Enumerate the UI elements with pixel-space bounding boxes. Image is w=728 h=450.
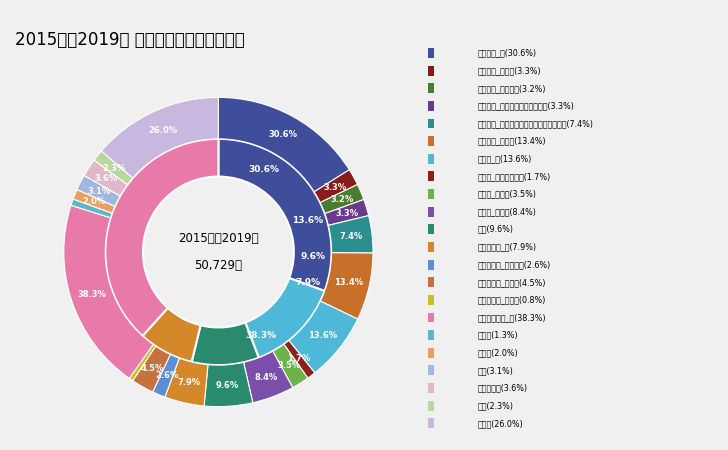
Text: 2.6%: 2.6%: [155, 371, 178, 380]
Wedge shape: [191, 323, 258, 365]
FancyBboxPatch shape: [428, 348, 434, 358]
FancyBboxPatch shape: [428, 101, 434, 111]
Text: 3.5%: 3.5%: [278, 361, 301, 370]
Text: 2015年〜2019年: 2015年〜2019年: [178, 232, 258, 245]
Wedge shape: [101, 97, 218, 178]
FancyBboxPatch shape: [428, 260, 434, 270]
Text: 26.0%: 26.0%: [148, 126, 178, 135]
Text: 心疾患_心不全(3.5%): 心疾患_心不全(3.5%): [478, 189, 537, 198]
Text: 3.3%: 3.3%: [324, 183, 347, 192]
Text: 2.0%: 2.0%: [82, 198, 106, 207]
Text: 30.6%: 30.6%: [269, 130, 298, 140]
Text: 1.7%: 1.7%: [288, 355, 311, 364]
Wedge shape: [244, 351, 293, 403]
Wedge shape: [94, 151, 132, 184]
Text: 7.4%: 7.4%: [340, 232, 363, 241]
Wedge shape: [325, 199, 368, 225]
Text: 不慮の事故(3.6%): 不慮の事故(3.6%): [478, 383, 527, 392]
Text: 腎不全(2.0%): 腎不全(2.0%): [478, 348, 518, 357]
Wedge shape: [84, 160, 127, 196]
FancyBboxPatch shape: [428, 118, 434, 128]
Wedge shape: [165, 358, 208, 406]
Text: 肝疾患(1.3%): 肝疾患(1.3%): [478, 331, 518, 340]
Wedge shape: [73, 189, 115, 213]
Text: 30.6%: 30.6%: [248, 165, 280, 174]
Text: 悪性腫瘍_計(30.6%): 悪性腫瘍_計(30.6%): [478, 49, 537, 58]
Text: その他(26.0%): その他(26.0%): [478, 419, 523, 428]
FancyBboxPatch shape: [428, 418, 434, 428]
Wedge shape: [320, 253, 373, 319]
FancyBboxPatch shape: [428, 154, 434, 164]
FancyBboxPatch shape: [428, 401, 434, 411]
Wedge shape: [289, 301, 357, 373]
Wedge shape: [218, 139, 331, 291]
Text: 2.3%: 2.3%: [102, 164, 125, 173]
FancyBboxPatch shape: [428, 189, 434, 199]
FancyBboxPatch shape: [428, 295, 434, 305]
Text: 肺炎(9.6%): 肺炎(9.6%): [478, 225, 513, 234]
Text: 悪性腫瘍_胃がん(3.3%): 悪性腫瘍_胃がん(3.3%): [478, 66, 541, 75]
Text: 脳血管疾患_その他(0.8%): 脳血管疾患_その他(0.8%): [478, 295, 546, 304]
Text: 13.4%: 13.4%: [334, 278, 363, 287]
Text: 3.3%: 3.3%: [335, 209, 358, 218]
Text: 7.9%: 7.9%: [177, 378, 200, 387]
FancyBboxPatch shape: [428, 365, 434, 375]
Wedge shape: [328, 216, 373, 253]
Text: 8.4%: 8.4%: [254, 373, 277, 382]
FancyBboxPatch shape: [428, 330, 434, 340]
Text: 50,729人: 50,729人: [194, 259, 242, 272]
FancyBboxPatch shape: [428, 171, 434, 181]
Text: 38.3%: 38.3%: [246, 331, 277, 340]
FancyBboxPatch shape: [428, 383, 434, 393]
FancyBboxPatch shape: [428, 225, 434, 234]
Wedge shape: [64, 205, 153, 378]
Text: 2015年〜2019年 熊本県の男性の死因構成: 2015年〜2019年 熊本県の男性の死因構成: [15, 32, 245, 50]
FancyBboxPatch shape: [428, 242, 434, 252]
Text: 13.6%: 13.6%: [309, 331, 338, 340]
Wedge shape: [218, 97, 349, 192]
FancyBboxPatch shape: [428, 313, 434, 323]
Wedge shape: [143, 308, 200, 362]
Text: 13.6%: 13.6%: [292, 216, 323, 225]
Text: 3.1%: 3.1%: [87, 187, 111, 196]
Text: 9.6%: 9.6%: [215, 381, 239, 390]
Text: 脳血管疾患_脳内出血(2.6%): 脳血管疾患_脳内出血(2.6%): [478, 260, 550, 269]
FancyBboxPatch shape: [428, 83, 434, 93]
Text: 悪性腫瘍_その他(13.4%): 悪性腫瘍_その他(13.4%): [478, 137, 546, 146]
Wedge shape: [77, 176, 120, 206]
Text: 7.9%: 7.9%: [295, 279, 320, 288]
Wedge shape: [273, 344, 308, 387]
Wedge shape: [204, 362, 253, 407]
FancyBboxPatch shape: [428, 277, 434, 287]
Text: 脳血管疾患_計(7.9%): 脳血管疾患_計(7.9%): [478, 243, 537, 252]
Wedge shape: [284, 341, 314, 378]
FancyBboxPatch shape: [428, 207, 434, 216]
Wedge shape: [153, 355, 179, 397]
Text: 3.2%: 3.2%: [330, 195, 353, 204]
FancyBboxPatch shape: [428, 66, 434, 76]
Text: その他の死因_計(38.3%): その他の死因_計(38.3%): [478, 313, 546, 322]
Wedge shape: [245, 278, 325, 358]
Wedge shape: [314, 170, 357, 202]
Text: 悪性腫瘍_気管がん・気管支がん・肺がん(7.4%): 悪性腫瘍_気管がん・気管支がん・肺がん(7.4%): [478, 119, 593, 128]
Text: 38.3%: 38.3%: [77, 290, 106, 299]
Text: 9.6%: 9.6%: [300, 252, 325, 261]
Text: 脳血管疾患_脳梗塞(4.5%): 脳血管疾患_脳梗塞(4.5%): [478, 278, 546, 287]
Wedge shape: [106, 139, 218, 336]
Text: 悪性腫瘍_大腸がん(3.2%): 悪性腫瘍_大腸がん(3.2%): [478, 84, 546, 93]
Text: 自殺(2.3%): 自殺(2.3%): [478, 401, 513, 410]
Text: 心疾患_計(13.6%): 心疾患_計(13.6%): [478, 154, 531, 163]
Text: 老衰(3.1%): 老衰(3.1%): [478, 366, 513, 375]
FancyBboxPatch shape: [428, 48, 434, 58]
FancyBboxPatch shape: [428, 136, 434, 146]
Wedge shape: [130, 345, 156, 381]
Wedge shape: [132, 346, 170, 392]
Text: 4.5%: 4.5%: [141, 364, 165, 373]
Text: 心疾患_その他(8.4%): 心疾患_その他(8.4%): [478, 207, 536, 216]
Wedge shape: [71, 199, 112, 218]
Wedge shape: [320, 184, 364, 214]
Text: 心疾患_急性心筋梗塞(1.7%): 心疾患_急性心筋梗塞(1.7%): [478, 172, 550, 181]
Text: 悪性腫瘍_肝がん・肝内胆管がん(3.3%): 悪性腫瘍_肝がん・肝内胆管がん(3.3%): [478, 101, 574, 110]
Text: 3.6%: 3.6%: [95, 175, 118, 184]
